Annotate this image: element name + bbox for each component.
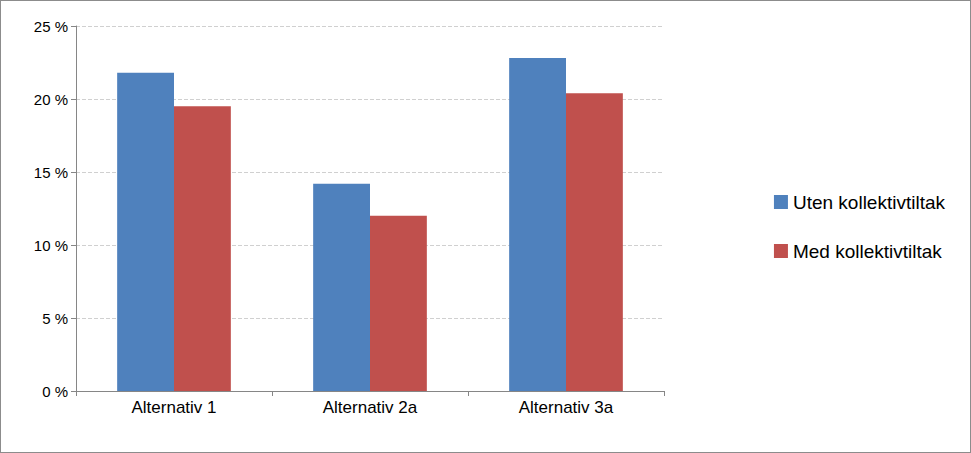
svg-text:5 %: 5 % (42, 310, 68, 327)
svg-text:15 %: 15 % (34, 164, 68, 181)
svg-text:Alternativ 3a: Alternativ 3a (519, 398, 614, 417)
svg-text:Med kollektivtiltak: Med kollektivtiltak (793, 241, 942, 262)
svg-text:Alternativ 1: Alternativ 1 (131, 398, 216, 417)
svg-text:20 %: 20 % (34, 91, 68, 108)
svg-text:0 %: 0 % (42, 383, 68, 400)
svg-text:Alternativ 2a: Alternativ 2a (323, 398, 418, 417)
svg-text:25 %: 25 % (34, 18, 68, 35)
svg-text:Uten kollektivtiltak: Uten kollektivtiltak (793, 192, 946, 213)
svg-text:10 %: 10 % (34, 237, 68, 254)
